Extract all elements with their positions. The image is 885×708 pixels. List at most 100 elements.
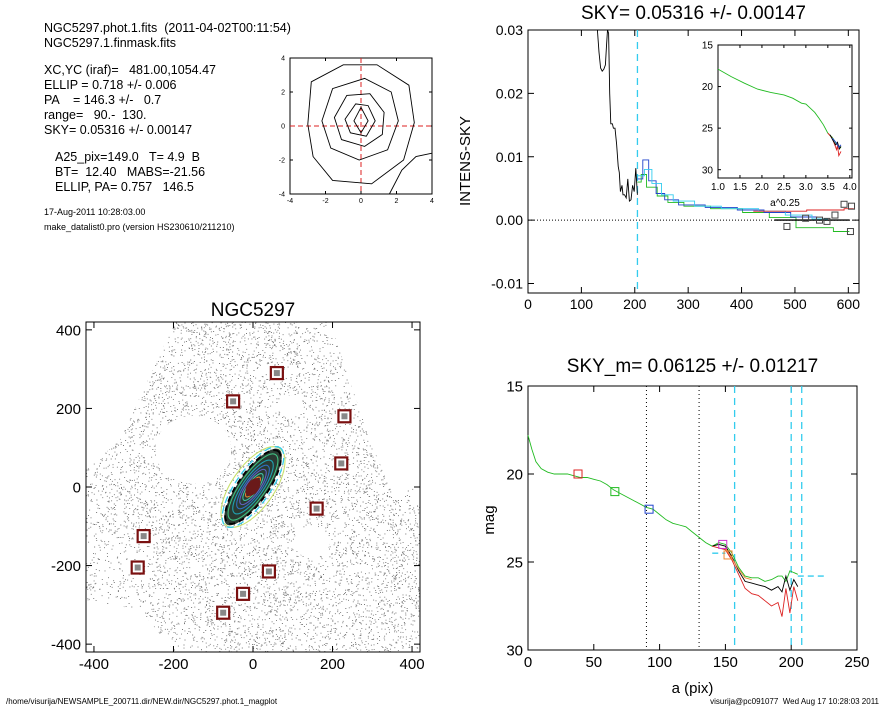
info-a25-line: A25_pix=149.0 T= 4.9 B — [55, 150, 201, 164]
fit-range-ellipse — [224, 449, 282, 525]
image-ytick-label: -200 — [51, 558, 81, 575]
sky-region-square-fill — [134, 564, 141, 571]
contour-ytick-label: 2 — [281, 90, 285, 97]
image-ytick-label: 0 — [73, 479, 81, 496]
sky-box-marker — [848, 202, 856, 210]
sky-inset: 1.0 1.5 2.0 2.5 3.0 3.5 4.0 15 20 25 30 a^0.25 — [702, 41, 857, 209]
contour-line — [333, 93, 385, 147]
mag-panel: 0 50 100 150 200 250 15 20 25 30 SKY_m= 0.06125 +/… — [481, 356, 870, 697]
mag-frame — [527, 385, 858, 651]
inset-xtick-label: 1.0 — [711, 182, 725, 193]
info-file-line: NGC5297.phot.1.fits (2011-04-02T00:11:54… — [44, 21, 291, 35]
sky-region-square-fill — [341, 413, 348, 420]
inset-frame — [717, 44, 853, 179]
image-xtick-label: -200 — [158, 656, 188, 673]
inset-ytick-label: 30 — [702, 165, 714, 176]
mag-ylabel: mag — [481, 505, 498, 534]
sky-xtick-label: 400 — [730, 296, 754, 312]
inset-ytick-label: 15 — [702, 41, 714, 52]
mag-xtick-label: 200 — [779, 654, 804, 671]
contour-xtick-label: -4 — [287, 198, 293, 205]
sky-ytick-label: 0.00 — [496, 212, 523, 228]
inset-xtick-label: 2.5 — [777, 182, 791, 193]
sky-region-square-fill — [265, 568, 272, 575]
mag-ytick-label: 25 — [506, 554, 523, 571]
contour-ytick-label: 4 — [281, 56, 285, 63]
image-xtick-label: 0 — [249, 656, 257, 673]
image-xtick-label: 200 — [320, 656, 345, 673]
mag-xtick-label: 250 — [844, 654, 869, 671]
info-program-line: make_datalist0.pro (version HS230610/211… — [44, 222, 235, 232]
image-panel: NGC5297 -400 -200 0 200 400 -400 -200 0 200 400 — [51, 300, 425, 673]
isophote-ellipse — [227, 453, 279, 521]
mag-ytick-label: 15 — [506, 378, 523, 395]
image-blank-corner — [86, 322, 175, 470]
sky-box-marker — [823, 217, 831, 225]
mag-title: SKY_m= 0.06125 +/- 0.01217 — [567, 356, 818, 377]
sky-region-square-fill — [240, 590, 247, 597]
mag-xlabel: a (pix) — [672, 680, 714, 697]
mag-series-orange — [725, 547, 752, 581]
inset-xlabel: a^0.25 — [770, 198, 800, 209]
sky-series-group — [596, 30, 856, 236]
sky-region-square-fill — [220, 609, 227, 616]
contour-line — [307, 64, 415, 185]
sky-series-blue — [637, 159, 818, 218]
mag-xtick-label: 0 — [524, 654, 532, 671]
isophote-ellipse — [220, 446, 286, 528]
contour-ytick-label: -2 — [279, 158, 285, 165]
sky-xtick-label: 500 — [783, 296, 807, 312]
info-pa-line: PA = 146.3 +/- 0.7 — [44, 93, 162, 107]
footer-path: /home/visurija/NEWSAMPLE_200711.dir/NEW.… — [6, 697, 278, 706]
sky-xtick-label: 600 — [837, 296, 861, 312]
inset-ytick-label: 25 — [702, 124, 714, 135]
sky-xtick-label: 0 — [524, 296, 532, 312]
mag-square-marker — [573, 469, 583, 479]
sky-box-marker — [802, 214, 810, 222]
mag-xtick-label: 100 — [647, 654, 672, 671]
info-date-line: 17-Aug-2011 10:28:03.00 — [44, 207, 146, 217]
sky-xtick-label: 200 — [623, 296, 647, 312]
contour-ytick-label: 0 — [281, 124, 285, 131]
sky-series-cyan — [637, 168, 828, 220]
sky-panel: 0 100 200 300 400 500 600 -0.01 0.00 0.01 0.02 0.03… — [457, 3, 860, 312]
sky-frame — [527, 29, 860, 294]
mag-series-red — [712, 545, 799, 617]
mag-series-green — [527, 435, 798, 583]
isophote-ellipse — [232, 459, 274, 515]
info-ellip-line: ELLIP = 0.718 +/- 0.006 — [44, 78, 177, 92]
sky-ellipse — [221, 446, 285, 528]
inset-xtick-label: 2.0 — [755, 182, 769, 193]
sky-region-square-fill — [273, 370, 280, 377]
sky-region-square-fill — [313, 505, 320, 512]
info-bt-line: BT= 12.40 MABS=-21.56 — [55, 165, 206, 179]
image-field — [86, 322, 420, 652]
sky-title: SKY= 0.05316 +/- 0.00147 — [581, 3, 806, 24]
sky-ytick-label: 0.02 — [496, 85, 523, 101]
contour-xtick-label: 4 — [430, 198, 434, 205]
info-range-line: range= 90.- 130. — [44, 108, 147, 122]
mag-square-marker — [718, 539, 728, 549]
info-ellip-pa-line: ELLIP, PA= 0.757 146.5 — [55, 180, 194, 194]
sky-box-marker — [846, 228, 854, 236]
mag-xtick-label: 50 — [585, 654, 602, 671]
sky-box-marker — [815, 216, 823, 224]
sky-region-square-fill — [338, 460, 345, 467]
sky-ylabel: INTENS-SKY — [457, 116, 474, 206]
contour-line — [344, 103, 376, 137]
image-title: NGC5297 — [211, 300, 296, 321]
image-ytick-label: -400 — [51, 637, 81, 654]
mag-series-black — [712, 543, 799, 593]
mag-xtick-label: 150 — [713, 654, 738, 671]
contour-xtick-label: 0 — [359, 198, 363, 205]
footer-user-timestamp: visurija@pc091077 Wed Aug 17 10:28:03 20… — [710, 697, 879, 706]
mag-square-marker — [644, 504, 654, 514]
inset-series-blue — [831, 137, 842, 148]
image-ytick-label: 200 — [56, 401, 81, 418]
isophote-ellipse — [239, 468, 267, 506]
sky-box-marker — [783, 222, 791, 230]
image-mask-blob — [155, 415, 232, 484]
sky-region-square-fill — [230, 398, 237, 405]
sky-ytick-label: -0.01 — [491, 276, 523, 292]
